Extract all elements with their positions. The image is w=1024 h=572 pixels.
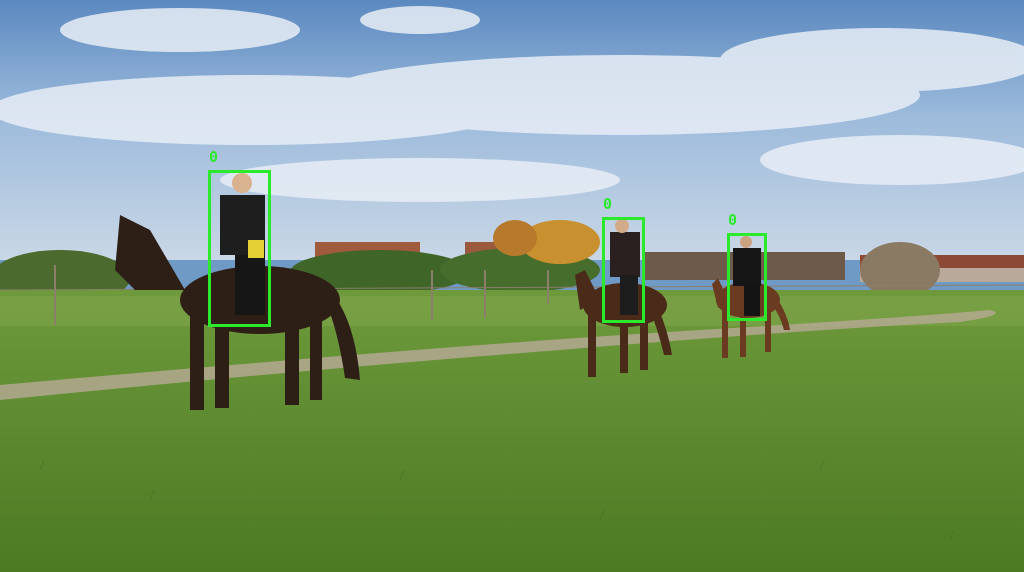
detection-box xyxy=(602,217,645,323)
detection-box xyxy=(208,170,271,327)
detection-box xyxy=(727,233,767,321)
grass-field xyxy=(0,290,1024,572)
rider-back xyxy=(733,236,761,316)
detection-label: 0 xyxy=(603,195,613,213)
horse-front xyxy=(115,215,360,410)
clouds xyxy=(0,6,1024,202)
dirt-path xyxy=(0,310,996,400)
detection-label: 0 xyxy=(728,211,738,229)
grass-texture xyxy=(39,459,955,541)
detection-label: 0 xyxy=(209,148,219,166)
rider-middle xyxy=(610,219,640,315)
rider-front xyxy=(220,173,265,315)
